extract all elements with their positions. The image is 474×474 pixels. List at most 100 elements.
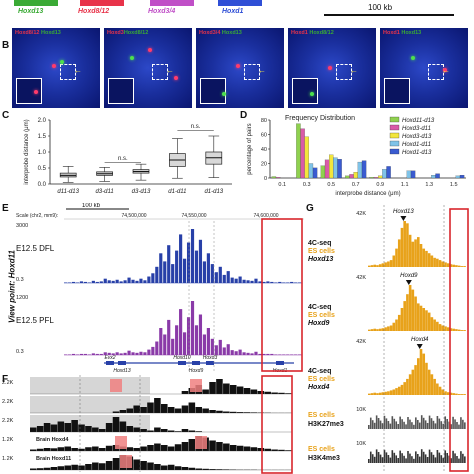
- category-label: d1-d11: [168, 189, 186, 195]
- bar: [333, 157, 338, 179]
- inset-box: [108, 78, 134, 104]
- signal-bar: [218, 339, 222, 355]
- signal-bar: [115, 279, 119, 283]
- legend-bar-hoxd1: [218, 0, 262, 6]
- signal-bar: [147, 430, 154, 432]
- signal-bar: [298, 282, 302, 283]
- signal-bar: [216, 442, 223, 451]
- legend-bar-hoxd13: [14, 0, 58, 6]
- signal-bar: [50, 424, 58, 432]
- coordinate-label: 74,550,000: [181, 213, 206, 219]
- legend-label-hoxd13: Hoxd13: [18, 8, 44, 15]
- signal-bar: [294, 354, 298, 355]
- track-ymax: 2.2K: [2, 418, 14, 424]
- signal-bar: [379, 420, 382, 429]
- legend-swatch: [389, 148, 400, 155]
- signal-bar: [123, 280, 127, 283]
- microscopy-title: Hoxd8/12 Hoxd13: [15, 30, 61, 36]
- signal-bar: [440, 421, 443, 429]
- signal-bar: [455, 329, 458, 331]
- shaded-region: [30, 377, 150, 394]
- y-tick-label: 0: [264, 176, 267, 182]
- signal-bar: [140, 446, 147, 451]
- category-label: d11-d13: [57, 189, 79, 195]
- signal-bar: [389, 457, 392, 463]
- signal-bar: [458, 424, 460, 429]
- signal-bar: [43, 467, 51, 470]
- panel-b-letter: B: [2, 40, 10, 51]
- signal-bar: [218, 266, 222, 283]
- viewpoint-arrow-icon: [400, 216, 407, 221]
- signal-bar: [450, 424, 452, 429]
- signal-bar: [444, 416, 447, 429]
- legend-label: Hoxd3-d11: [402, 126, 431, 132]
- signal-bar: [278, 281, 282, 283]
- signal-bar: [140, 429, 147, 432]
- highlight-mark: [120, 455, 132, 468]
- signal-bar: [442, 457, 445, 463]
- bar: [345, 175, 350, 179]
- probe-label: Hoxd1: [291, 30, 308, 36]
- probe-label: Hoxd8/12: [307, 30, 334, 36]
- signal-bar: [190, 301, 195, 355]
- signal-bar: [167, 464, 175, 470]
- signal-bar: [140, 461, 147, 470]
- x-tick-label: 1.1: [401, 182, 409, 188]
- legend-label-hoxd812: Hoxd8/12: [78, 8, 110, 15]
- fish-signal: [327, 66, 332, 71]
- signal-bar: [64, 354, 68, 355]
- signal-bar: [454, 419, 456, 429]
- x-tick-label: 0.7: [352, 182, 360, 188]
- signal-bar: [406, 294, 409, 331]
- signal-bar: [105, 445, 113, 451]
- gene-label: Evx2: [104, 355, 115, 361]
- probe-label: Hoxd8/12: [123, 30, 149, 36]
- signal-bar: [78, 448, 85, 451]
- signal-bar: [286, 282, 290, 283]
- signal-bar: [216, 379, 223, 394]
- signal-bar: [462, 419, 464, 429]
- highlight-mark: [190, 379, 202, 392]
- signal-bar: [441, 389, 445, 395]
- signal-bar: [395, 421, 398, 429]
- signal-bar: [147, 445, 154, 451]
- signal-bar: [115, 352, 119, 355]
- signal-bar: [264, 391, 271, 394]
- signal-bar: [433, 257, 436, 267]
- track-label-mark: H3K27me3: [308, 421, 344, 428]
- signal-bar: [393, 418, 396, 429]
- viewpoint-arrow-icon: [405, 280, 412, 285]
- signal-bar: [384, 327, 387, 331]
- fish-signal: [222, 92, 227, 96]
- gene-label: Hoxd9: [189, 368, 204, 373]
- signal-bar: [92, 427, 99, 432]
- viewpoint-arrow-icon: [416, 344, 423, 349]
- signal-bar: [449, 392, 453, 395]
- signal-bar: [75, 282, 80, 283]
- signal-bar: [133, 448, 140, 451]
- signal-bar: [381, 392, 385, 395]
- signal-bar: [440, 455, 443, 463]
- bar: [308, 163, 314, 179]
- probe-label: Hoxd3: [107, 30, 124, 36]
- signal-bar: [75, 354, 80, 355]
- signal-bar: [401, 453, 403, 463]
- signal-bar: [183, 332, 187, 355]
- x-tick-label: 0.1: [278, 182, 286, 188]
- signal-bar: [436, 450, 439, 463]
- signal-bar: [290, 354, 294, 355]
- y-tick-label: 1.5: [38, 134, 47, 140]
- bar: [386, 166, 391, 179]
- signal-bar: [375, 449, 378, 463]
- signal-bar: [373, 392, 377, 395]
- track-ymin: 0.3: [16, 349, 24, 355]
- bar: [431, 174, 436, 179]
- inset-box: [200, 78, 226, 104]
- signal-bar: [430, 317, 434, 331]
- signal-bar: [111, 353, 115, 355]
- signal-bar: [151, 346, 155, 355]
- signal-bar: [384, 262, 387, 267]
- microscopy-image: Hoxd3Hoxd8/12 ←: [104, 28, 192, 108]
- signal-bar: [243, 446, 251, 451]
- track-label: Brain Hoxd4: [36, 437, 69, 443]
